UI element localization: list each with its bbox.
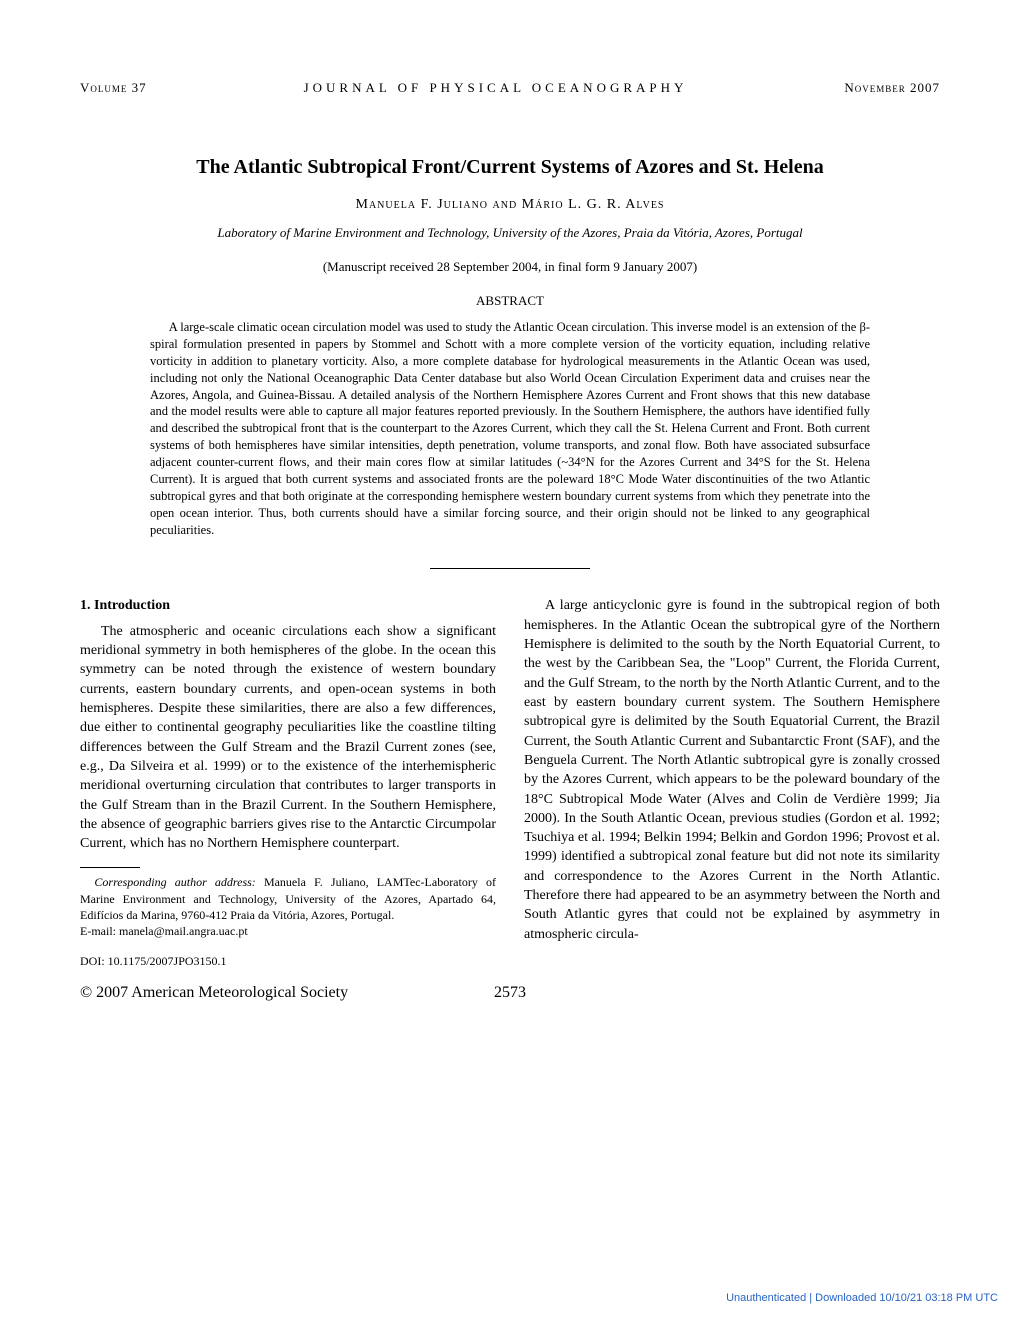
corresponding-author-email: E-mail: manela@mail.angra.uac.pt: [80, 923, 496, 939]
issue-date: November 2007: [844, 80, 940, 96]
right-column: A large anticyclonic gyre is found in th…: [524, 596, 940, 944]
affiliation: Laboratory of Marine Environment and Tec…: [80, 225, 940, 241]
left-column: 1. Introduction The atmospheric and ocea…: [80, 596, 496, 969]
copyright-line: © 2007 American Meteorological Society: [80, 984, 348, 1002]
section-heading-intro: 1. Introduction: [80, 596, 496, 615]
download-watermark: Unauthenticated | Downloaded 10/10/21 03…: [726, 1292, 998, 1304]
abstract-heading: ABSTRACT: [80, 293, 940, 309]
intro-para-1: The atmospheric and oceanic circulations…: [80, 622, 496, 854]
doi-line: DOI: 10.1175/2007JPO3150.1: [80, 953, 496, 970]
intro-para-2: A large anticyclonic gyre is found in th…: [524, 596, 940, 944]
article-title: The Atlantic Subtropical Front/Current S…: [80, 156, 940, 179]
volume-label: Volume 37: [80, 80, 147, 96]
corresponding-author-label: Corresponding author address:: [94, 875, 255, 889]
body-columns: 1. Introduction The atmospheric and ocea…: [80, 596, 940, 969]
running-head: Volume 37 JOURNAL OF PHYSICAL OCEANOGRAP…: [80, 80, 940, 96]
page: Volume 37 JOURNAL OF PHYSICAL OCEANOGRAP…: [0, 0, 1020, 1320]
manuscript-note: (Manuscript received 28 September 2004, …: [80, 259, 940, 275]
section-divider: [80, 556, 940, 574]
corresponding-author-footnote: Corresponding author address: Manuela F.…: [80, 874, 496, 923]
page-number: 2573: [494, 984, 526, 1002]
author-line: Manuela F. Juliano and Mário L. G. R. Al…: [80, 197, 940, 213]
journal-name: JOURNAL OF PHYSICAL OCEANOGRAPHY: [304, 80, 688, 96]
abstract-body: A large-scale climatic ocean circulation…: [150, 319, 870, 538]
footer-row: © 2007 American Meteorological Society 2…: [80, 984, 940, 1002]
footnote-rule: [80, 867, 140, 868]
